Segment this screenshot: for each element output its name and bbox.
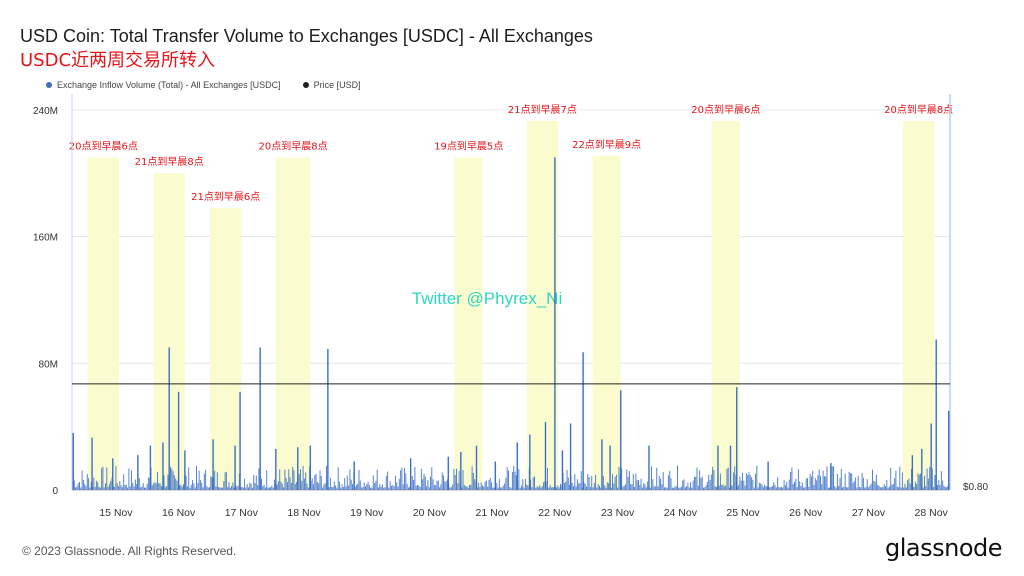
highlight-label: 21点到早晨8点 (135, 156, 204, 168)
x-tick-label: 26 Nov (789, 507, 823, 519)
x-tick-label: 16 Nov (162, 507, 196, 519)
highlight-label: 20点到早晨8点 (884, 104, 953, 116)
highlight-band (87, 157, 120, 491)
x-tick-label: 18 Nov (287, 507, 321, 519)
chart-title: USD Coin: Total Transfer Volume to Excha… (20, 26, 593, 46)
x-tick-label: 25 Nov (726, 507, 760, 519)
highlight-label: 20点到早晨8点 (259, 140, 328, 152)
highlight-band (526, 120, 559, 490)
x-tick-label: 23 Nov (601, 507, 635, 519)
x-tick-label: 28 Nov (915, 507, 949, 519)
x-tick-label: 22 Nov (538, 507, 572, 519)
glassnode-logo: glassnode (884, 534, 1003, 562)
highlight-band (209, 208, 242, 490)
highlight-label: 21点到早晨7点 (508, 104, 577, 116)
x-tick-label: 21 Nov (476, 507, 510, 519)
legend: Exchange Inflow Volume (Total) - All Exc… (46, 80, 361, 90)
highlight-label: 22点到早晨9点 (572, 139, 641, 151)
y-tick-label: 240M (33, 106, 58, 117)
legend-inflow-label: Exchange Inflow Volume (Total) - All Exc… (57, 80, 281, 90)
y-tick-label: 0 (52, 486, 58, 497)
legend-inflow-dot-icon (46, 82, 52, 88)
legend-price-label: Price [USD] (313, 80, 361, 90)
highlight-band (711, 120, 740, 490)
chart-subtitle: USDC近两周交易所转入 (20, 50, 216, 71)
highlight-band (275, 157, 311, 491)
copyright: © 2023 Glassnode. All Rights Reserved. (22, 544, 237, 558)
x-tick-label: 19 Nov (350, 507, 384, 519)
x-tick-label: 15 Nov (99, 507, 133, 519)
legend-item-inflow[interactable]: Exchange Inflow Volume (Total) - All Exc… (46, 80, 281, 90)
highlight-label: 19点到早晨5点 (434, 140, 503, 152)
right-tick-label: $0.80 (963, 482, 988, 493)
highlight-band (592, 155, 621, 490)
y-tick-label: 80M (39, 359, 58, 370)
highlight-band (454, 157, 483, 491)
legend-price-dot-icon (302, 82, 309, 88)
highlight-label: 20点到早晨6点 (691, 104, 760, 116)
highlight-label: 20点到早晨6点 (69, 140, 138, 152)
y-tick-label: 160M (33, 233, 58, 244)
highlight-band (902, 120, 935, 490)
x-tick-label: 17 Nov (225, 507, 259, 519)
highlight-label: 21点到早晨6点 (191, 191, 260, 203)
legend-item-price[interactable]: Price [USD] (302, 80, 361, 90)
x-tick-label: 27 Nov (852, 507, 886, 519)
x-tick-label: 24 Nov (664, 507, 698, 519)
watermark: Twitter @Phyrex_Ni (412, 289, 562, 308)
x-tick-label: 20 Nov (413, 507, 447, 519)
